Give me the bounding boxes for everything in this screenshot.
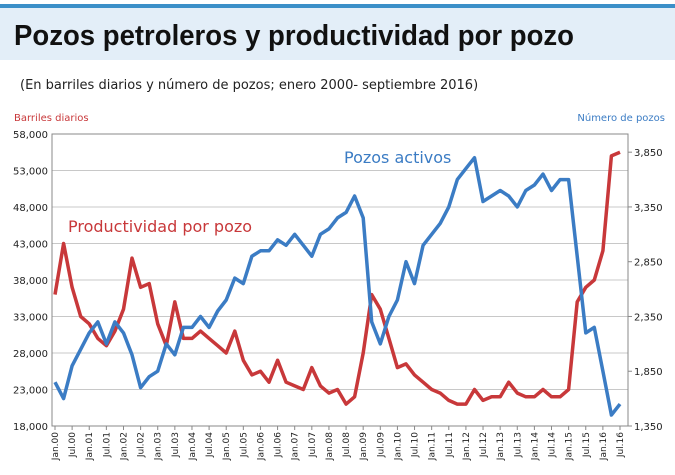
x-tick-label: Jan.08 bbox=[325, 432, 335, 461]
chart-title: Pozos petroleros y productividad por poz… bbox=[14, 20, 574, 52]
x-tick-label: Jul.02 bbox=[137, 432, 147, 458]
x-tick-label: Jan.00 bbox=[51, 432, 61, 461]
x-tick-label: Jan.12 bbox=[462, 432, 472, 461]
x-tick-label: Jan.16 bbox=[599, 432, 609, 461]
y-tick-label: 48,000 bbox=[13, 203, 48, 214]
y2-tick-label: 1,850 bbox=[634, 367, 663, 378]
y-tick-label: 53,000 bbox=[13, 167, 48, 178]
plot-frame bbox=[51, 133, 629, 427]
y2-tick-label: 2,850 bbox=[634, 258, 663, 269]
x-tick-label: Jul.08 bbox=[342, 432, 352, 458]
x-tick-label: Jul.12 bbox=[479, 432, 489, 458]
x-tick-label: Jan.06 bbox=[256, 432, 266, 461]
x-tick-label: Jul.07 bbox=[308, 432, 318, 458]
y-tick-label: 43,000 bbox=[13, 240, 48, 251]
x-tick-label: Jul.05 bbox=[239, 432, 249, 458]
y-tick-label: 58,000 bbox=[13, 130, 48, 141]
title-band bbox=[0, 8, 675, 60]
x-tick-label: Jan.07 bbox=[291, 432, 301, 461]
series-line bbox=[53, 155, 622, 417]
x-tick-label: Jul.16 bbox=[616, 432, 626, 458]
x-tick-label: Jan.14 bbox=[530, 432, 540, 461]
subtitle: (En barriles diarios y número de pozos; … bbox=[20, 78, 478, 93]
x-tick-label: Jan.05 bbox=[222, 432, 232, 461]
x-tick-label: Jul.14 bbox=[548, 432, 558, 458]
x-tick-label: Jul.10 bbox=[411, 432, 421, 458]
x-tick-label: Jan.15 bbox=[565, 432, 575, 461]
y2-axis-label: Número de pozos bbox=[577, 112, 665, 124]
x-tick-label: Jan.10 bbox=[393, 432, 403, 461]
y-tick-label: 23,000 bbox=[13, 386, 48, 397]
x-tick-label: Jul.13 bbox=[513, 432, 523, 458]
x-tick-label: Jan.01 bbox=[85, 432, 95, 461]
y2-tick-label: 1,350 bbox=[634, 422, 663, 433]
series-line bbox=[53, 150, 621, 406]
x-tick-label: Jul.15 bbox=[582, 432, 592, 458]
x-tick-label: Jul.01 bbox=[102, 432, 112, 458]
y2-tick-label: 2,350 bbox=[634, 312, 663, 323]
series-label: Pozos activos bbox=[344, 148, 451, 167]
series-label: Productividad por pozo bbox=[68, 217, 252, 236]
x-tick-label: Jan.03 bbox=[154, 432, 164, 461]
x-tick-label: Jul.11 bbox=[445, 432, 455, 458]
y-axis-label: Barriles diarios bbox=[14, 113, 89, 124]
x-tick-label: Jul.09 bbox=[376, 432, 386, 458]
y-tick-label: 38,000 bbox=[13, 276, 48, 287]
y-tick-label: 28,000 bbox=[13, 349, 48, 360]
y2-tick-label: 3,850 bbox=[634, 148, 663, 159]
y-tick-label: 18,000 bbox=[13, 422, 48, 433]
x-tick-label: Jul.03 bbox=[171, 432, 181, 458]
x-tick-label: Jan.13 bbox=[496, 432, 506, 461]
y2-tick-label: 3,350 bbox=[634, 203, 663, 214]
x-tick-label: Jul.06 bbox=[274, 432, 284, 458]
x-tick-label: Jan.02 bbox=[119, 432, 129, 461]
x-tick-label: Jan.04 bbox=[188, 432, 198, 461]
y-tick-label: 33,000 bbox=[13, 313, 48, 324]
x-tick-label: Jul.00 bbox=[68, 432, 78, 458]
x-tick-label: Jan.11 bbox=[428, 432, 438, 461]
x-tick-label: Jan.09 bbox=[359, 432, 369, 461]
x-tick-label: Jul.04 bbox=[205, 432, 215, 458]
top-rule bbox=[0, 4, 675, 8]
